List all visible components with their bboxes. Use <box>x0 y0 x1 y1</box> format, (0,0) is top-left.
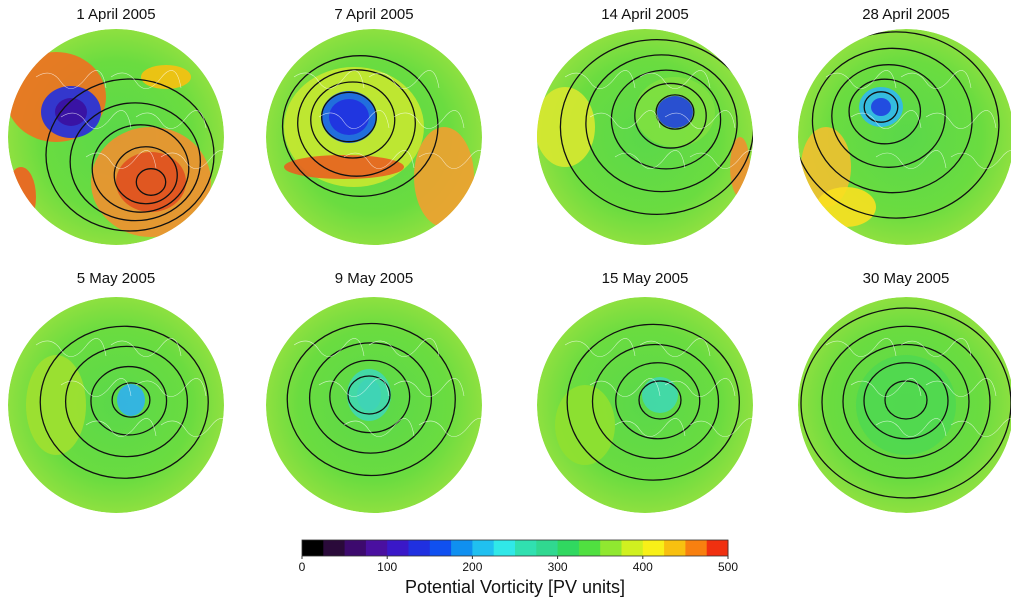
pv-region <box>856 355 956 455</box>
colorbar-segment <box>345 540 367 556</box>
colorbar-segment <box>323 540 345 556</box>
pv-region <box>117 384 145 416</box>
pv-region <box>555 385 615 465</box>
colorbar-segment <box>707 540 729 556</box>
tick-label: 300 <box>548 560 568 574</box>
colorbar-segment <box>622 540 644 556</box>
pv-region <box>657 96 693 128</box>
polar-map <box>798 297 1011 513</box>
polar-map <box>535 29 760 245</box>
pv-region <box>55 98 87 126</box>
panel-title: 5 May 2005 <box>77 270 155 287</box>
colorbar-segment <box>643 540 665 556</box>
tick-label: 0 <box>299 560 306 574</box>
panel-title: 30 May 2005 <box>863 270 950 287</box>
panel-title: 28 April 2005 <box>862 6 950 23</box>
colorbar-segment <box>685 540 707 556</box>
colorbar-label: Potential Vorticity [PV units] <box>405 577 625 597</box>
panel-title: 9 May 2005 <box>335 270 413 287</box>
colorbar-segment <box>515 540 537 556</box>
pv-region <box>414 127 474 227</box>
colorbar-segment <box>366 540 388 556</box>
colorbar-segment <box>472 540 494 556</box>
polar-map <box>537 297 760 513</box>
colorbar-segment <box>430 540 452 556</box>
tick-label: 500 <box>718 560 738 574</box>
colorbar-segment <box>409 540 431 556</box>
colorbar-segment <box>451 540 473 556</box>
colorbar-segment <box>494 540 516 556</box>
polar-map <box>793 29 1011 245</box>
polar-map <box>266 29 489 245</box>
pv-region <box>141 65 191 89</box>
colorbar-segment <box>664 540 686 556</box>
colorbar-segment <box>579 540 601 556</box>
panel-title: 1 April 2005 <box>76 6 155 23</box>
tick-label: 400 <box>633 560 653 574</box>
pv-region <box>347 369 391 421</box>
panel-title: 15 May 2005 <box>602 270 689 287</box>
colorbar: 0 100 200 300 400 500 <box>299 540 739 574</box>
colorbar-segment <box>558 540 580 556</box>
colorbar-segment <box>536 540 558 556</box>
panel-title: 14 April 2005 <box>601 6 689 23</box>
figure: 1 April 2005 7 April 2005 14 April 2005 28 … <box>0 0 1011 600</box>
colorbar-segment <box>387 540 409 556</box>
tick-label: 100 <box>377 560 397 574</box>
tick-label: 200 <box>462 560 482 574</box>
map-panels: 1 April 2005 7 April 2005 14 April 2005 28 … <box>6 6 1011 513</box>
pv-region <box>871 98 891 116</box>
polar-map <box>266 297 489 513</box>
panel-title: 7 April 2005 <box>334 6 413 23</box>
colorbar-segment <box>302 540 324 556</box>
pv-region <box>6 167 36 227</box>
pv-region <box>329 99 369 135</box>
colorbar-segment <box>600 540 622 556</box>
polar-map <box>8 297 231 513</box>
polar-map <box>6 29 231 245</box>
